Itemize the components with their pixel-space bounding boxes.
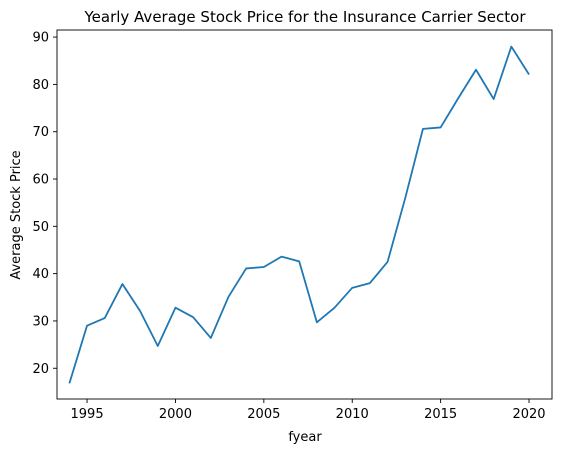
chart-title: Yearly Average Stock Price for the Insur… — [83, 8, 526, 26]
y-tick-label: 40 — [32, 267, 49, 282]
y-tick-label: 20 — [32, 362, 49, 377]
x-tick-label: 2005 — [247, 407, 280, 422]
y-tick-label: 30 — [32, 314, 49, 329]
x-axis: 1995 2000 2005 2010 2015 2020 — [71, 399, 546, 422]
x-tick-label: 2020 — [512, 407, 545, 422]
x-tick-label: 1995 — [71, 407, 104, 422]
x-tick-label: 2010 — [336, 407, 369, 422]
y-axis: 20 30 40 50 60 70 80 90 — [32, 31, 57, 377]
series-layer — [68, 45, 530, 384]
y-axis-label: Average Stock Price — [9, 150, 24, 279]
y-tick-label: 80 — [32, 78, 49, 93]
x-tick-label: 2015 — [424, 407, 457, 422]
y-tick-label: 70 — [32, 125, 49, 140]
y-tick-label: 50 — [32, 220, 49, 235]
series-line — [68, 45, 530, 384]
x-tick-label: 2000 — [159, 407, 192, 422]
y-tick-label: 60 — [32, 173, 49, 188]
plot-area — [56, 29, 553, 400]
x-axis-label: fyear — [288, 430, 322, 445]
plot-frame — [56, 29, 553, 400]
y-tick-label: 90 — [32, 31, 49, 46]
